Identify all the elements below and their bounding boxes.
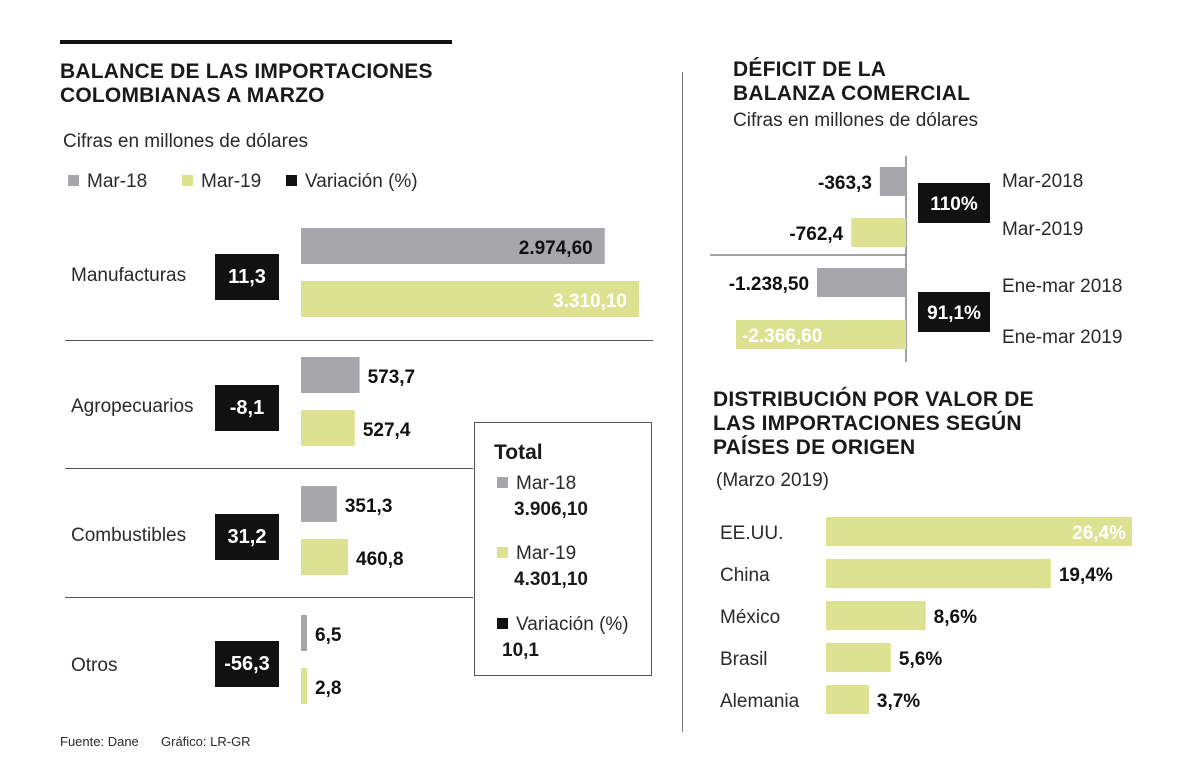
footer-source: Fuente: Dane xyxy=(60,734,139,749)
deficit-value-label: -1.238,50 xyxy=(729,274,809,295)
country-label: Alemania xyxy=(720,691,800,712)
country-label: México xyxy=(720,607,780,628)
category-label-otros: Otros xyxy=(71,655,118,676)
title-top-rule xyxy=(60,40,452,44)
distribution-chart: EE.UU. 26,4% China 19,4% México 8,6% Brasil 5,6… xyxy=(720,517,1132,714)
category-label-agropecuarios: Agropecuarios xyxy=(71,396,194,417)
country-value-label: 19,4% xyxy=(1059,565,1113,586)
legend-swatch-mar19 xyxy=(182,174,193,186)
total-mar19-value: 4.301,10 xyxy=(514,569,588,590)
bar-mar-19-combustibles xyxy=(301,539,349,575)
deficit-period-label: Ene-mar 2019 xyxy=(1002,327,1122,348)
category-label-combustibles: Combustibles xyxy=(71,525,187,546)
deficit-period-label: Ene-mar 2018 xyxy=(1002,276,1122,297)
deficit-value-label: -363,3 xyxy=(818,173,872,194)
variation-box-otros: -56,3 xyxy=(215,641,279,687)
total-title: Total xyxy=(494,441,543,464)
total-box xyxy=(474,422,652,676)
variation-box-agropecuarios: -8,1 xyxy=(215,385,279,431)
bar-value-label: 351,3 xyxy=(345,496,393,517)
country-value-label: 5,6% xyxy=(899,649,942,670)
country-label: China xyxy=(720,565,770,586)
category-label-manufacturas: Manufacturas xyxy=(71,265,187,286)
bar-value-label: 460,8 xyxy=(356,549,404,570)
deficit-variation-box xyxy=(918,183,990,223)
country-bar xyxy=(826,517,1132,546)
legend-variation: Variación (%) xyxy=(286,171,418,193)
deficit-bar xyxy=(851,218,906,247)
bar-mar-19-agropecuarios xyxy=(301,410,355,446)
bar-mar-18-agropecuarios xyxy=(301,357,360,393)
left-title: BALANCE DE LAS IMPORTACIONES COLOMBIANAS… xyxy=(60,60,433,107)
row-separator xyxy=(65,468,473,469)
legend-mar19: Mar-19 xyxy=(182,171,261,193)
deficit-bar xyxy=(736,320,906,349)
legend-mar18: Mar-18 xyxy=(68,171,147,193)
row-separator xyxy=(65,340,653,341)
deficit-subtitle: Cifras en millones de dólares xyxy=(733,110,979,131)
deficit-period-label: Mar-2018 xyxy=(1002,171,1083,192)
distribution-subtitle: (Marzo 2019) xyxy=(716,470,829,491)
legend-swatch-mar18 xyxy=(68,174,79,186)
total-mar18-value: 3.906,10 xyxy=(514,499,588,520)
total-swatch-mar18 xyxy=(497,476,508,488)
deficit-period-label: Mar-2019 xyxy=(1002,219,1083,240)
deficit-title: DÉFICIT DE LA BALANZA COMERCIAL xyxy=(733,58,971,105)
bar-value-label: 573,7 xyxy=(368,367,416,388)
deficit-variation-box xyxy=(918,292,990,332)
bar-value-label: 3.310,10 xyxy=(553,291,627,312)
deficit-bar xyxy=(879,167,906,196)
country-label: EE.UU. xyxy=(720,523,783,544)
left-bars-chart: 2.974,60 3.310,10 573,7 527,4 351,3 460,8 6,5 2… xyxy=(301,228,639,704)
bar-value-label: 527,4 xyxy=(363,420,411,441)
deficit-variation-label: 91,1% xyxy=(927,303,981,324)
country-label: Brasil xyxy=(720,649,768,670)
deficit-variation-label: 110% xyxy=(930,194,978,215)
total-variation-label: Variación (%) xyxy=(497,614,629,636)
footer-graphic: Gráfico: LR-GR xyxy=(161,734,251,749)
total-mar19-label: Mar-19 xyxy=(497,543,576,565)
panel-divider xyxy=(682,72,683,732)
row-separator xyxy=(65,597,473,598)
country-bar xyxy=(826,601,926,630)
country-bar xyxy=(826,643,891,672)
total-swatch-variation xyxy=(497,617,508,629)
deficit-value-label: -2.366,60 xyxy=(742,326,822,347)
total-variation-value: 10,1 xyxy=(502,640,539,661)
bar-mar-18-otros xyxy=(301,615,307,651)
country-bar xyxy=(826,559,1051,588)
distribution-title: DISTRIBUCIÓN POR VALOR DE LAS IMPORTACIO… xyxy=(713,388,1034,459)
deficit-bar xyxy=(817,268,906,297)
legend-swatch-variation xyxy=(286,174,297,186)
bar-mar-18-manufacturas xyxy=(301,228,605,264)
bar-mar-19-manufacturas xyxy=(301,281,639,317)
country-value-label: 26,4% xyxy=(1072,523,1126,544)
total-swatch-mar19 xyxy=(497,546,508,558)
bar-mar-19-otros xyxy=(301,668,307,704)
deficit-chart: -363,3 Mar-2018 -762,4 Mar-2019 110% -1.238,5… xyxy=(710,156,1122,362)
bar-value-label: 6,5 xyxy=(315,625,342,646)
bar-value-label: 2,8 xyxy=(315,678,341,699)
left-subtitle: Cifras en millones de dólares xyxy=(63,131,309,152)
total-mar18-label: Mar-18 xyxy=(497,473,576,495)
country-value-label: 8,6% xyxy=(934,607,977,628)
deficit-value-label: -762,4 xyxy=(789,224,843,245)
bar-mar-18-combustibles xyxy=(301,486,337,522)
bar-value-label: 2.974,60 xyxy=(519,238,593,259)
variation-box-combustibles: 31,2 xyxy=(215,514,279,560)
country-bar xyxy=(826,685,869,714)
country-value-label: 3,7% xyxy=(877,691,920,712)
variation-box-manufacturas: 11,3 xyxy=(215,254,279,300)
